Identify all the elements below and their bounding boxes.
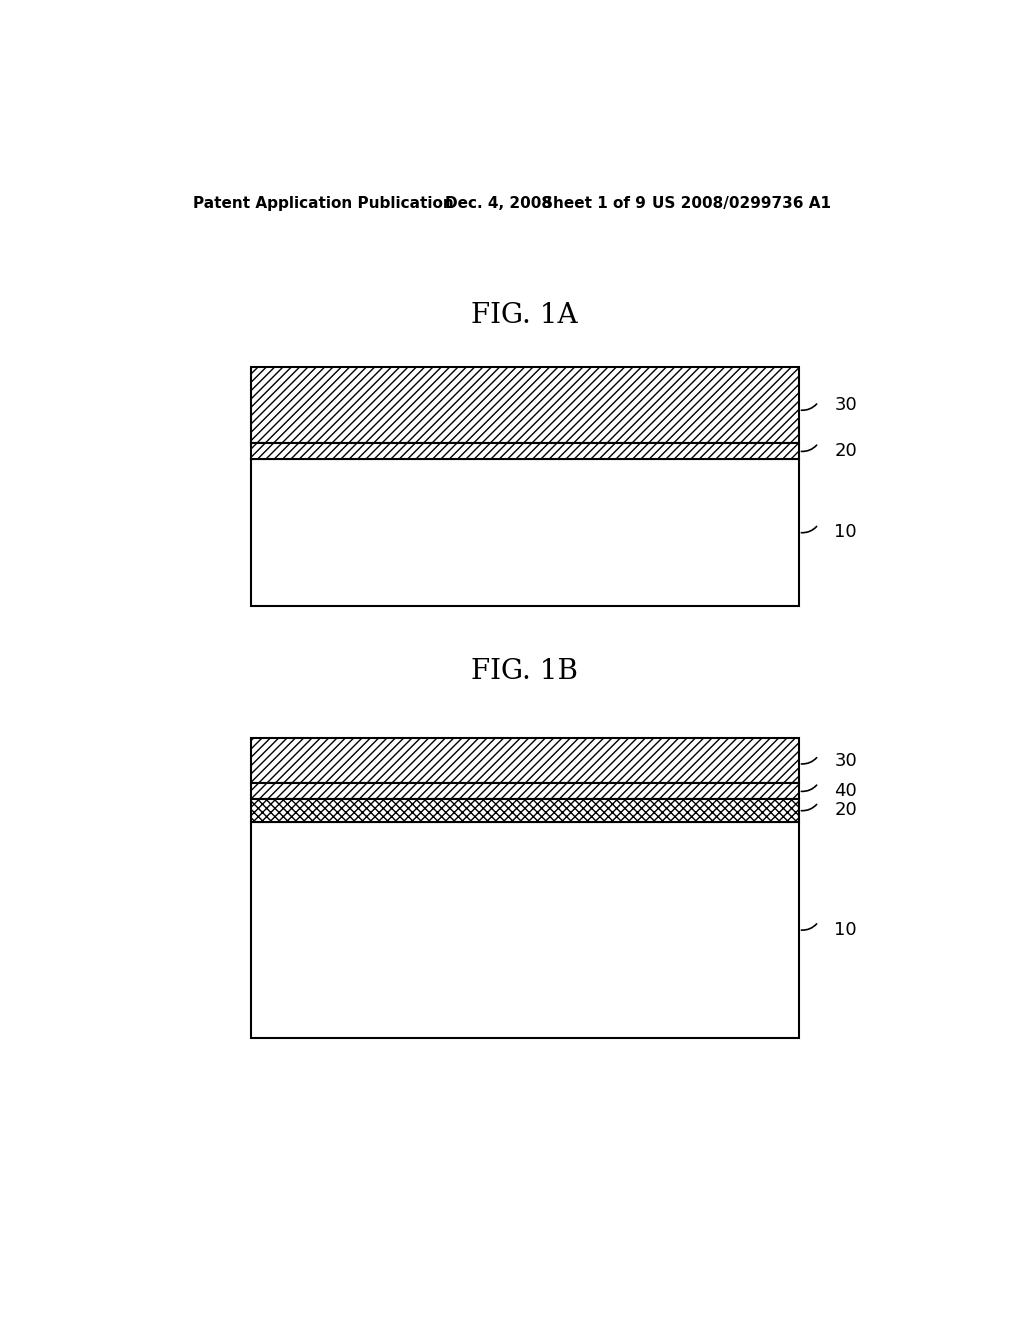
Text: 40: 40	[835, 783, 857, 800]
Bar	[251, 738, 799, 784]
Bar	[251, 799, 799, 822]
Bar	[251, 444, 799, 459]
Text: FIG. 1B: FIG. 1B	[471, 659, 579, 685]
Text: Patent Application Publication: Patent Application Publication	[194, 195, 454, 211]
Text: 30: 30	[835, 751, 857, 770]
Text: 20: 20	[835, 442, 857, 461]
Bar	[251, 459, 799, 606]
Bar	[251, 367, 799, 444]
Text: 10: 10	[835, 921, 857, 939]
Text: Sheet 1 of 9: Sheet 1 of 9	[543, 195, 646, 211]
Text: 30: 30	[835, 396, 857, 414]
Text: US 2008/0299736 A1: US 2008/0299736 A1	[652, 195, 830, 211]
Bar	[251, 822, 799, 1038]
Text: Dec. 4, 2008: Dec. 4, 2008	[445, 195, 552, 211]
Text: FIG. 1A: FIG. 1A	[471, 302, 579, 330]
Text: 10: 10	[835, 524, 857, 541]
Text: 20: 20	[835, 801, 857, 820]
Bar	[251, 784, 799, 799]
